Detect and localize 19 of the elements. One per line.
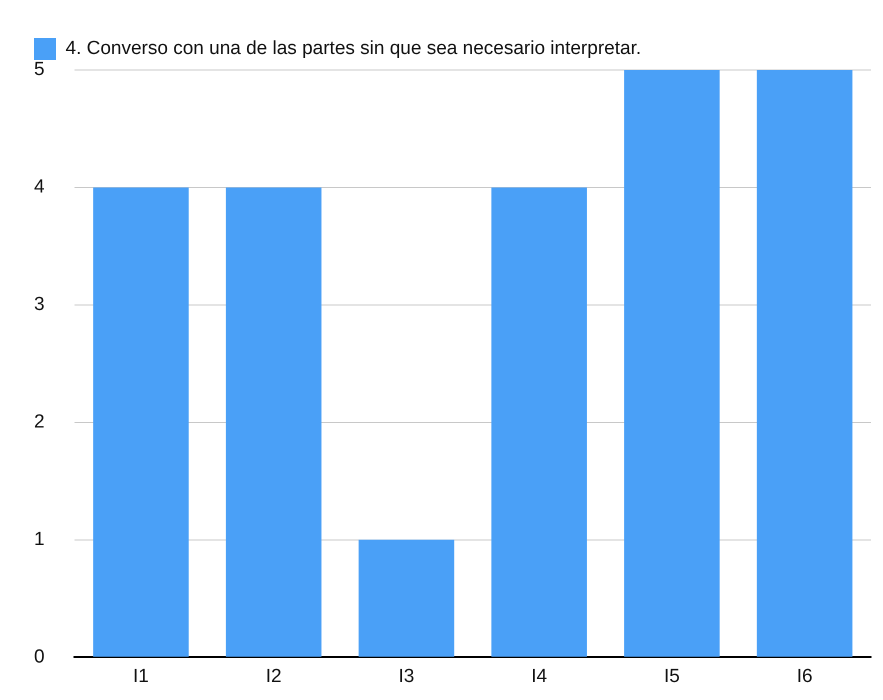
- bar: [624, 70, 720, 657]
- y-tick-label: 0: [34, 646, 45, 668]
- y-tick-label: 1: [34, 528, 45, 550]
- x-tick-label: I3: [398, 666, 414, 687]
- x-tick-label: I1: [133, 666, 149, 687]
- legend-label: 4. Converso con una de las partes sin que sea necesario interpretar.: [66, 38, 642, 60]
- y-tick-label: 5: [34, 59, 45, 80]
- bar: [226, 187, 322, 657]
- bar: [491, 187, 587, 657]
- x-tick-label: I2: [266, 666, 282, 687]
- y-tick-label: 4: [34, 176, 45, 198]
- x-tick-label: I5: [664, 666, 680, 687]
- x-tick-label: I6: [796, 666, 813, 687]
- bar: [358, 540, 454, 657]
- bar: [93, 187, 189, 657]
- y-tick-label: 2: [34, 412, 45, 433]
- x-tick-label: I4: [531, 666, 548, 687]
- bar: [756, 70, 852, 657]
- y-tick-label: 3: [34, 294, 45, 316]
